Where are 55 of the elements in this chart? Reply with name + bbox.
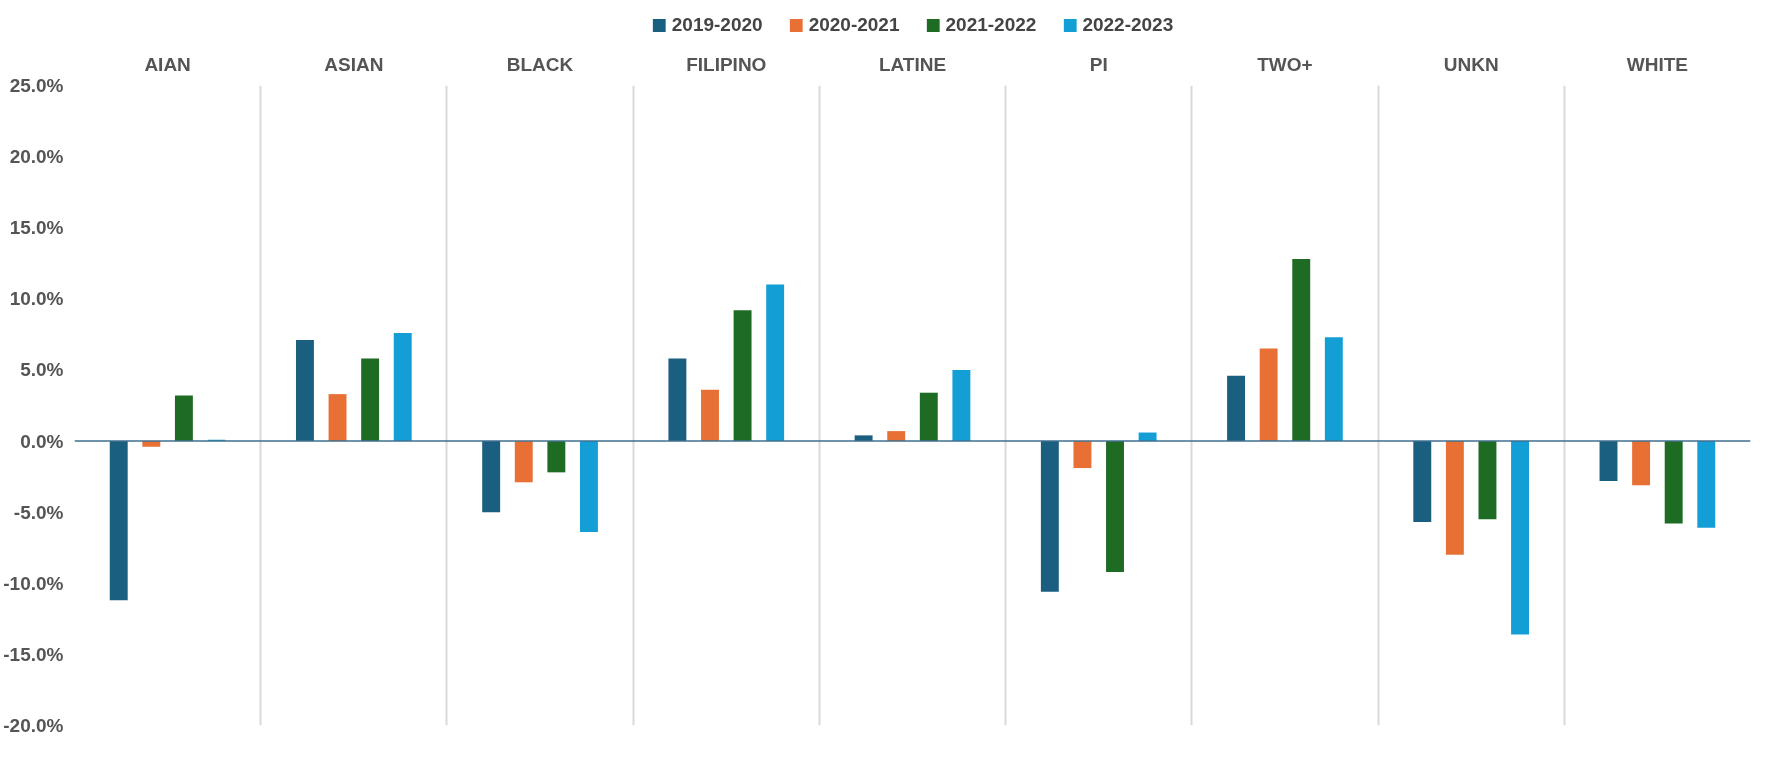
bar <box>1227 375 1246 442</box>
bar <box>887 431 906 442</box>
bar <box>1106 441 1124 572</box>
x-tick-label: TWO+ <box>1257 53 1313 75</box>
bar <box>1697 441 1716 528</box>
bar <box>668 358 687 442</box>
bar <box>361 358 380 442</box>
bar <box>733 310 752 442</box>
y-tick-label: -10.0% <box>3 572 64 594</box>
bar <box>952 369 971 442</box>
legend-label: 2020-2021 <box>808 14 900 36</box>
bar <box>1324 337 1343 442</box>
x-tick-label: WHITE <box>1626 53 1688 75</box>
x-tick-label: AIAN <box>144 53 191 75</box>
bar <box>1413 441 1432 523</box>
bar <box>1445 441 1464 555</box>
bar <box>482 441 501 513</box>
bar <box>1599 441 1618 481</box>
y-tick-label: -20.0% <box>3 715 64 736</box>
bar <box>328 394 347 442</box>
bar <box>766 284 785 442</box>
x-tick-label: FILIPINO <box>686 53 767 75</box>
bar <box>514 441 533 483</box>
bar <box>1632 441 1651 486</box>
bar <box>1511 441 1530 635</box>
x-tick-label: ASIAN <box>324 53 384 75</box>
bar <box>1073 441 1092 469</box>
bar <box>579 441 598 533</box>
bar <box>1664 441 1683 524</box>
bar <box>1259 348 1278 442</box>
y-tick-label: 10.0% <box>9 288 64 310</box>
y-tick-label: -5.0% <box>13 501 64 523</box>
bar <box>547 441 566 473</box>
bar <box>174 395 193 442</box>
bar <box>393 332 412 442</box>
bar <box>919 392 938 442</box>
bar <box>1040 441 1059 592</box>
legend-label: 2022-2023 <box>1082 14 1174 36</box>
bar <box>1478 441 1497 520</box>
bar <box>109 441 128 601</box>
y-tick-label: 5.0% <box>20 359 64 381</box>
legend-label: 2021-2022 <box>945 14 1037 36</box>
x-tick-label: BLACK <box>506 53 574 75</box>
y-tick-label: 0.0% <box>20 430 64 452</box>
x-tick-label: UNKN <box>1443 53 1499 75</box>
y-tick-label: -15.0% <box>3 643 64 665</box>
bar <box>295 340 314 442</box>
y-tick-label: 20.0% <box>9 146 64 168</box>
y-tick-label: 15.0% <box>9 217 64 239</box>
legend-label: 2019-2020 <box>671 14 763 36</box>
bar <box>701 389 719 442</box>
y-tick-label: 25.0% <box>9 75 64 96</box>
x-tick-label: PI <box>1089 53 1108 75</box>
x-tick-label: LATINE <box>878 53 947 75</box>
bar <box>1292 259 1311 442</box>
